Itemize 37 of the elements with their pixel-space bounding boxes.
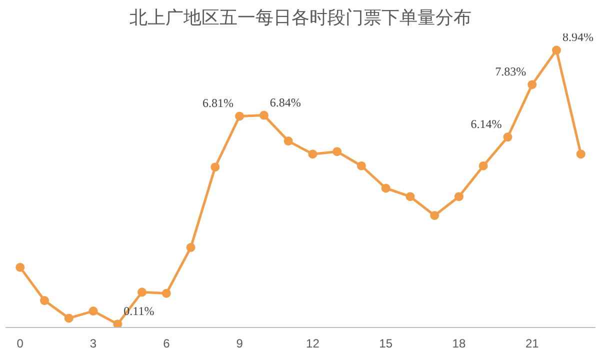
point — [113, 320, 122, 328]
point — [503, 132, 512, 142]
point — [552, 46, 561, 55]
data-label: 7.83% — [495, 64, 526, 79]
point — [356, 161, 366, 170]
point — [40, 296, 50, 305]
point — [381, 184, 390, 193]
x-tick-label: 18 — [452, 336, 466, 350]
point — [235, 112, 244, 121]
point — [88, 306, 98, 316]
x-tick-label: 9 — [236, 336, 244, 350]
point — [332, 147, 342, 156]
x-tick-label: 15 — [379, 336, 393, 350]
point — [186, 242, 196, 252]
point — [259, 110, 268, 120]
point — [454, 192, 464, 202]
x-tick-label: 3 — [90, 336, 97, 350]
point — [138, 288, 147, 297]
point — [308, 150, 318, 159]
x-tick-label: 12 — [306, 336, 320, 350]
point — [576, 150, 586, 159]
x-tick-label: 21 — [525, 336, 540, 350]
point — [478, 161, 488, 170]
point — [284, 136, 293, 146]
point — [406, 192, 415, 202]
chart-title: 北上广地区五一每日各时段门票下单量分布 — [130, 8, 472, 28]
data-label: 6.81% — [202, 96, 234, 110]
point — [16, 262, 25, 272]
data-label: 6.84% — [270, 95, 301, 110]
x-tick-label: 6 — [163, 336, 170, 350]
point — [162, 288, 171, 298]
point — [210, 162, 220, 172]
point — [64, 314, 74, 323]
data-label: 6.14% — [470, 117, 502, 132]
point — [528, 80, 537, 90]
x-tick-label: 0 — [16, 336, 24, 350]
point — [430, 211, 440, 220]
